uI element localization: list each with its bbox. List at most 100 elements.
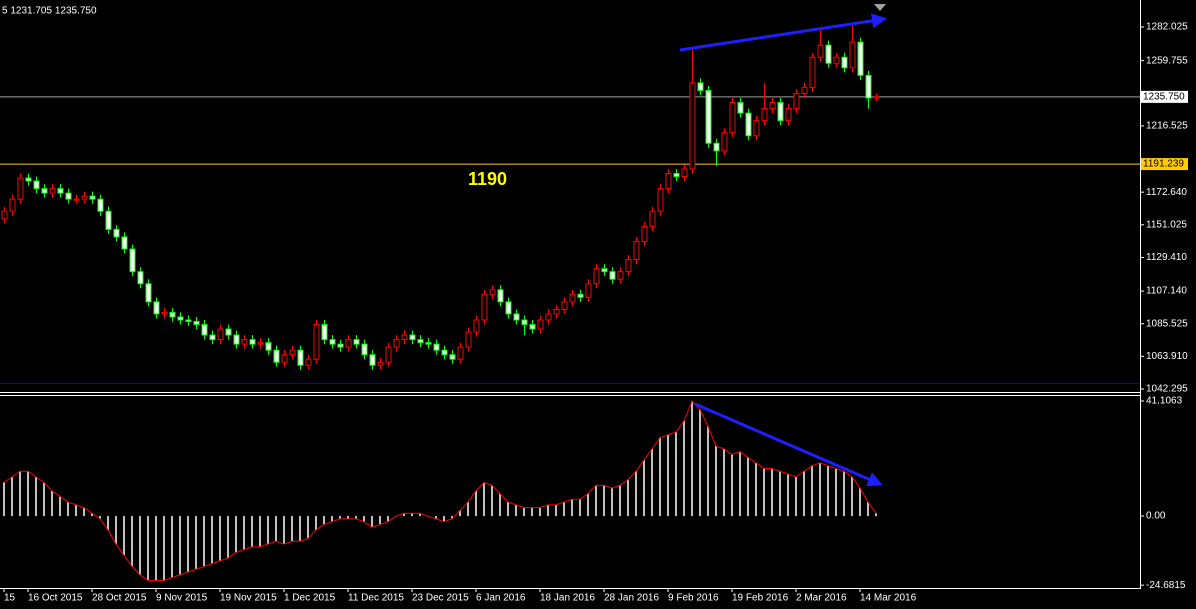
- candle-body: [105, 210, 112, 230]
- histogram-bar: [75, 504, 77, 517]
- histogram-bar: [115, 516, 117, 545]
- histogram-bar: [707, 426, 709, 517]
- candle-body: [809, 56, 816, 88]
- candle-body: [121, 236, 128, 250]
- histogram-bar: [43, 482, 45, 517]
- histogram-bar: [635, 471, 637, 517]
- histogram-bar: [675, 432, 677, 517]
- histogram-bar: [459, 510, 461, 517]
- y-tick-label: 41.1063: [1146, 396, 1183, 407]
- candle-body: [857, 41, 864, 76]
- candle-body: [817, 44, 824, 58]
- histogram-bar: [67, 502, 69, 517]
- plot: 1282.025 1259.755 1216.525 1172.640 1151.025…: [0, 22, 1188, 604]
- x-tick-label: 28 Oct 2015: [92, 593, 147, 604]
- histogram-bar: [731, 454, 733, 517]
- histogram-bar: [579, 499, 581, 517]
- histogram-bar: [451, 516, 453, 519]
- y-tick-label: 1085.525: [1146, 318, 1188, 329]
- candle-body: [329, 339, 336, 345]
- candle-body: [793, 92, 800, 110]
- histogram-bar: [259, 516, 261, 547]
- x-tick-label: 1 Dec 2015: [284, 593, 336, 604]
- candle-body: [561, 301, 568, 310]
- candle-body: [601, 268, 608, 273]
- candle-body: [609, 271, 616, 280]
- histogram-bar: [683, 420, 685, 517]
- candle-body: [873, 96, 880, 99]
- y-tick-label: 1129.410: [1146, 252, 1187, 263]
- candle-body: [297, 349, 304, 366]
- y-tick-label: 1259.755: [1146, 55, 1188, 66]
- y-tick-label: 1063.910: [1146, 351, 1188, 362]
- candle-body: [281, 354, 288, 363]
- histogram-bar: [523, 507, 525, 517]
- candle-body: [593, 268, 600, 285]
- histogram-bar: [51, 490, 53, 517]
- histogram-bar: [787, 474, 789, 517]
- histogram-bar: [187, 516, 189, 573]
- histogram-bar: [307, 516, 309, 539]
- candle-body: [513, 313, 520, 321]
- x-tick-label: 11 Dec 2015: [348, 593, 404, 604]
- histogram-bar: [643, 460, 645, 517]
- annotation: 1190: [468, 169, 507, 189]
- histogram-bar: [179, 516, 181, 575]
- price-label-box: [1141, 90, 1188, 103]
- candle-body: [657, 188, 664, 212]
- candle-body: [849, 41, 856, 69]
- histogram-bar: [347, 516, 349, 519]
- histogram-bar: [91, 513, 93, 517]
- candle-body: [401, 334, 408, 341]
- histogram-bar: [107, 516, 109, 531]
- trend-arrow: [679, 13, 887, 52]
- histogram-bar: [219, 516, 221, 561]
- histogram-bar: [811, 465, 813, 517]
- candle-body: [313, 324, 320, 360]
- candle-body: [833, 56, 840, 64]
- candle-body: [153, 301, 160, 315]
- histogram-bar: [59, 496, 61, 517]
- candle-body: [169, 311, 176, 318]
- candle-body: [145, 283, 152, 303]
- histogram-bar: [83, 507, 85, 517]
- candle-body: [345, 339, 352, 348]
- histogram-bar: [323, 516, 325, 525]
- histogram-bar: [851, 476, 853, 517]
- histogram-bar: [371, 516, 373, 528]
- x-tick-label: 16 Oct 2015: [28, 593, 83, 604]
- candle-body: [241, 339, 248, 345]
- x-tick-label: 28 Jan 2016: [604, 593, 659, 604]
- histogram-bar: [171, 516, 173, 578]
- candle-body: [697, 82, 704, 91]
- candle-body: [625, 259, 632, 273]
- histogram-bar: [539, 507, 541, 517]
- candle-body: [785, 108, 792, 122]
- x-tick-label: 23 Dec 2015: [412, 593, 469, 604]
- price-label: 1191.239: [1143, 159, 1184, 170]
- histogram-bar: [27, 471, 29, 517]
- histogram-bar: [355, 516, 357, 519]
- histogram-bar: [763, 468, 765, 517]
- histogram-bar: [595, 485, 597, 517]
- candle-body: [425, 342, 432, 345]
- candle-body: [801, 86, 808, 94]
- candle-body: [465, 331, 472, 348]
- candle-body: [265, 342, 272, 351]
- x-tick-label: 9 Feb 2016: [668, 593, 719, 604]
- histogram-bar: [531, 507, 533, 517]
- histogram-bar: [131, 516, 133, 567]
- candle-body: [689, 82, 696, 170]
- candle-body: [305, 358, 312, 366]
- candle-body: [161, 311, 168, 315]
- histogram-bar: [331, 516, 333, 522]
- candle-body: [41, 188, 48, 194]
- histogram-bar: [379, 516, 381, 525]
- histogram-bar: [603, 485, 605, 517]
- histogram-bar: [291, 516, 293, 542]
- candle-body: [641, 225, 648, 242]
- candle-body: [753, 120, 760, 137]
- price-label: 1235.750: [1143, 92, 1185, 103]
- candle-body: [521, 319, 528, 326]
- candle-body: [409, 334, 416, 341]
